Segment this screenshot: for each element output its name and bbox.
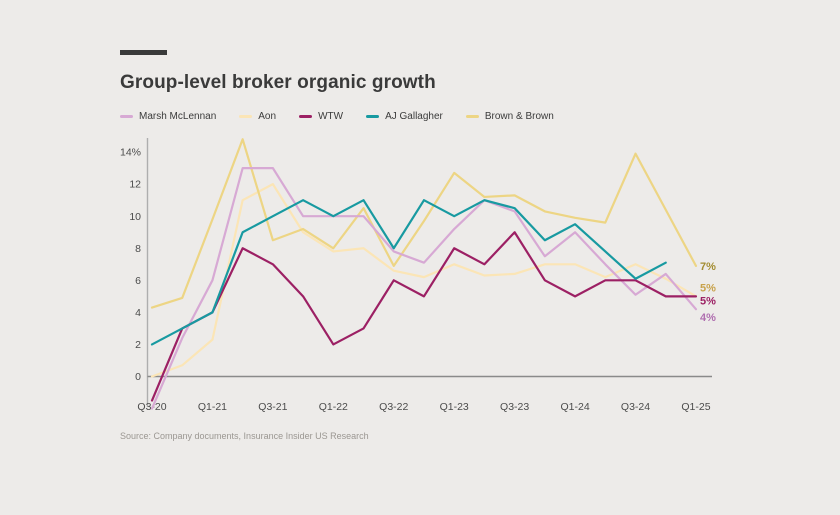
y-tick-label: 2	[135, 339, 141, 351]
source-note: Source: Company documents, Insurance Ins…	[120, 431, 369, 441]
legend-label: Marsh McLennan	[139, 111, 217, 122]
y-tick-label: 0	[135, 371, 141, 383]
end-label-brown-brown: 7%	[700, 261, 716, 273]
legend-item-brown-brown: Brown & Brown	[465, 111, 554, 122]
legend-label: AJ Gallagher	[385, 111, 443, 122]
legend-swatch-marsh-mclennan	[120, 115, 133, 118]
series-line-wtw	[150, 231, 698, 402]
series-line-aj-gallagher	[150, 199, 667, 346]
legend-item-wtw: WTW	[299, 111, 343, 122]
y-tick-label: 4	[135, 307, 141, 319]
legend-label: Aon	[258, 111, 277, 122]
x-tick-label: Q1-24	[560, 401, 589, 413]
legend-item-aon: Aon	[239, 111, 276, 122]
x-tick-label: Q1-25	[681, 401, 710, 413]
x-tick-label: Q3-22	[379, 401, 408, 413]
x-tick-label: Q1-22	[319, 401, 348, 413]
x-tick-label: Q1-23	[440, 401, 469, 413]
series-line-marsh-mclennan	[150, 167, 698, 410]
y-tick-label: 14%	[120, 147, 141, 159]
series-line-brown-brown	[150, 138, 698, 309]
y-tick-label: 6	[135, 275, 141, 287]
end-label-wtw: 5%	[700, 295, 716, 307]
legend-swatch-brown-brown	[465, 115, 479, 118]
y-tick-label: 10	[129, 211, 141, 223]
x-tick-label: Q1-21	[198, 401, 227, 413]
legend-swatch-aj-gallagher	[366, 115, 380, 118]
chart-legend: Marsh McLennan Aon WTW AJ Gallagher Brown & …	[120, 111, 554, 122]
legend-item-marsh-mclennan: Marsh McLennan	[120, 111, 216, 122]
y-tick-label: 12	[129, 179, 141, 191]
x-tick-label: Q3-23	[500, 401, 529, 413]
title-accent-bar	[120, 50, 167, 55]
y-tick-label: 8	[135, 243, 141, 255]
x-tick-label: Q3-24	[621, 401, 650, 413]
page-title: Group-level broker organic growth	[120, 72, 436, 93]
end-label-aon: 5%	[700, 282, 716, 294]
legend-label: Brown & Brown	[484, 111, 554, 122]
legend-label: WTW	[318, 111, 344, 122]
legend-item-aj-gallagher: AJ Gallagher	[366, 111, 443, 122]
legend-swatch-wtw	[299, 115, 313, 118]
series-line-aon	[150, 183, 698, 378]
end-label-marsh-mclennan: 4%	[700, 312, 716, 324]
title-block: Group-level broker organic growth	[120, 50, 436, 94]
x-tick-label: Q3-21	[258, 401, 287, 413]
legend-swatch-aon	[239, 115, 253, 118]
